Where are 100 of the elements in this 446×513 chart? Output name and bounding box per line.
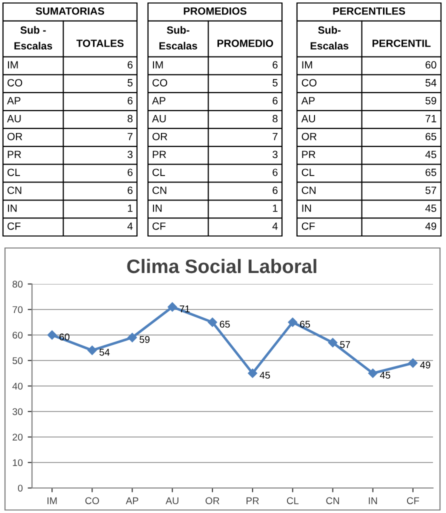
data-label: 7 <box>272 132 278 140</box>
category-label: PR <box>152 150 166 158</box>
data-label: 65 <box>220 320 230 328</box>
data-label: 65 <box>426 168 436 176</box>
data-label: 60 <box>59 334 70 340</box>
data-label: 65 <box>300 320 310 328</box>
text: SUMATORIAS <box>36 7 104 15</box>
point <box>368 368 378 378</box>
data-label: 6 <box>272 61 278 69</box>
x-tick-label: IN <box>368 497 377 504</box>
data-label: 45 <box>425 204 436 212</box>
data-label: 45 <box>380 372 390 379</box>
category-label: CL <box>152 168 165 176</box>
data-label: 8 <box>272 114 278 122</box>
y-tick-label: 30 <box>12 408 23 416</box>
text: PERCENTIL <box>372 40 431 48</box>
category-label: OR <box>152 132 168 140</box>
y-tick-label: 20 <box>12 434 23 441</box>
category-label: AU <box>7 115 21 122</box>
data-label: 1 <box>272 204 278 212</box>
data-label: 5 <box>128 79 133 86</box>
chart-title: Clima Social Laboral <box>127 258 316 274</box>
data-label: 6 <box>128 168 133 176</box>
data-label: 49 <box>425 222 436 230</box>
text: Sub- Escalas <box>159 26 198 50</box>
y-tick-label: 40 <box>12 382 23 390</box>
text: TOTALES <box>76 40 124 48</box>
point <box>128 332 137 342</box>
text: PERCENTILES <box>333 7 406 15</box>
data-label: 54 <box>426 79 436 86</box>
data-label: 5 <box>272 79 278 86</box>
data-label: 60 <box>426 61 436 69</box>
text: Sub - Escalas <box>14 26 52 50</box>
x-tick-label: OR <box>206 497 220 504</box>
point <box>288 318 298 327</box>
category-label: CO <box>152 79 168 86</box>
data-label: 45 <box>260 372 270 379</box>
category-label: IN <box>8 204 17 212</box>
category-label: AP <box>7 97 20 104</box>
category-label: OR <box>302 132 316 140</box>
data-label: 59 <box>140 336 150 343</box>
data-label: 59 <box>426 96 436 104</box>
category-label: IN <box>302 204 311 212</box>
category-label: CL <box>302 168 314 176</box>
category-label: AP <box>152 97 166 104</box>
point <box>248 368 258 378</box>
category-label: PR <box>8 150 22 158</box>
category-label: AU <box>152 115 166 122</box>
x-tick-label: AU <box>166 497 178 504</box>
data-label: 65 <box>426 132 436 140</box>
category-label: IM <box>8 61 18 68</box>
y-tick-label: 60 <box>12 332 23 339</box>
data-label: 6 <box>272 186 278 194</box>
x-tick-label: CF <box>406 497 420 504</box>
category-label: IM <box>302 61 312 68</box>
data-label: 7 <box>128 132 132 140</box>
point <box>88 346 97 355</box>
point <box>168 302 177 312</box>
data-label: 49 <box>420 362 430 368</box>
category-label: CN <box>152 186 166 194</box>
data-label: 57 <box>426 186 436 194</box>
category-label: CN <box>8 186 22 194</box>
category-label: CF <box>152 222 166 230</box>
x-tick-label: CL <box>286 497 299 504</box>
point <box>208 318 218 327</box>
data-label: 6 <box>128 61 133 69</box>
category-label: OR <box>8 132 22 140</box>
x-tick-label: CO <box>85 497 99 504</box>
category-label: IN <box>152 204 162 212</box>
x-tick-label: PR <box>246 497 259 504</box>
category-label: CN <box>302 186 316 194</box>
data-label: 3 <box>272 150 278 158</box>
y-tick-label: 70 <box>12 306 23 314</box>
x-tick-label: AP <box>126 497 138 504</box>
category-label: CO <box>302 79 316 86</box>
y-tick-label: 10 <box>12 459 23 466</box>
category-label: AU <box>301 115 315 122</box>
category-label: CF <box>8 222 20 230</box>
text: PROMEDIOS <box>184 7 246 15</box>
data-label: 4 <box>127 222 133 230</box>
y-tick-label: 50 <box>12 357 23 364</box>
category-label: IM <box>152 61 163 68</box>
data-label: 71 <box>426 115 436 122</box>
data-label: 6 <box>128 96 133 104</box>
y-tick-label: 80 <box>12 280 23 288</box>
x-tick-label: IM <box>48 497 57 504</box>
category-label: PR <box>302 150 316 158</box>
data-label: 57 <box>340 341 350 348</box>
point <box>47 330 57 340</box>
category-label: CL <box>8 168 20 176</box>
y-tick-label: 0 <box>18 484 23 492</box>
text: Sub- Escalas <box>310 26 348 50</box>
data-label: 4 <box>272 222 278 230</box>
data-label: 1 <box>128 204 132 212</box>
x-tick-label: CN <box>326 497 339 504</box>
text: PROMEDIO <box>217 40 274 48</box>
data-label: 6 <box>128 186 133 194</box>
point <box>328 338 338 348</box>
data-label: 6 <box>272 168 278 176</box>
category-label: CF <box>302 222 315 230</box>
